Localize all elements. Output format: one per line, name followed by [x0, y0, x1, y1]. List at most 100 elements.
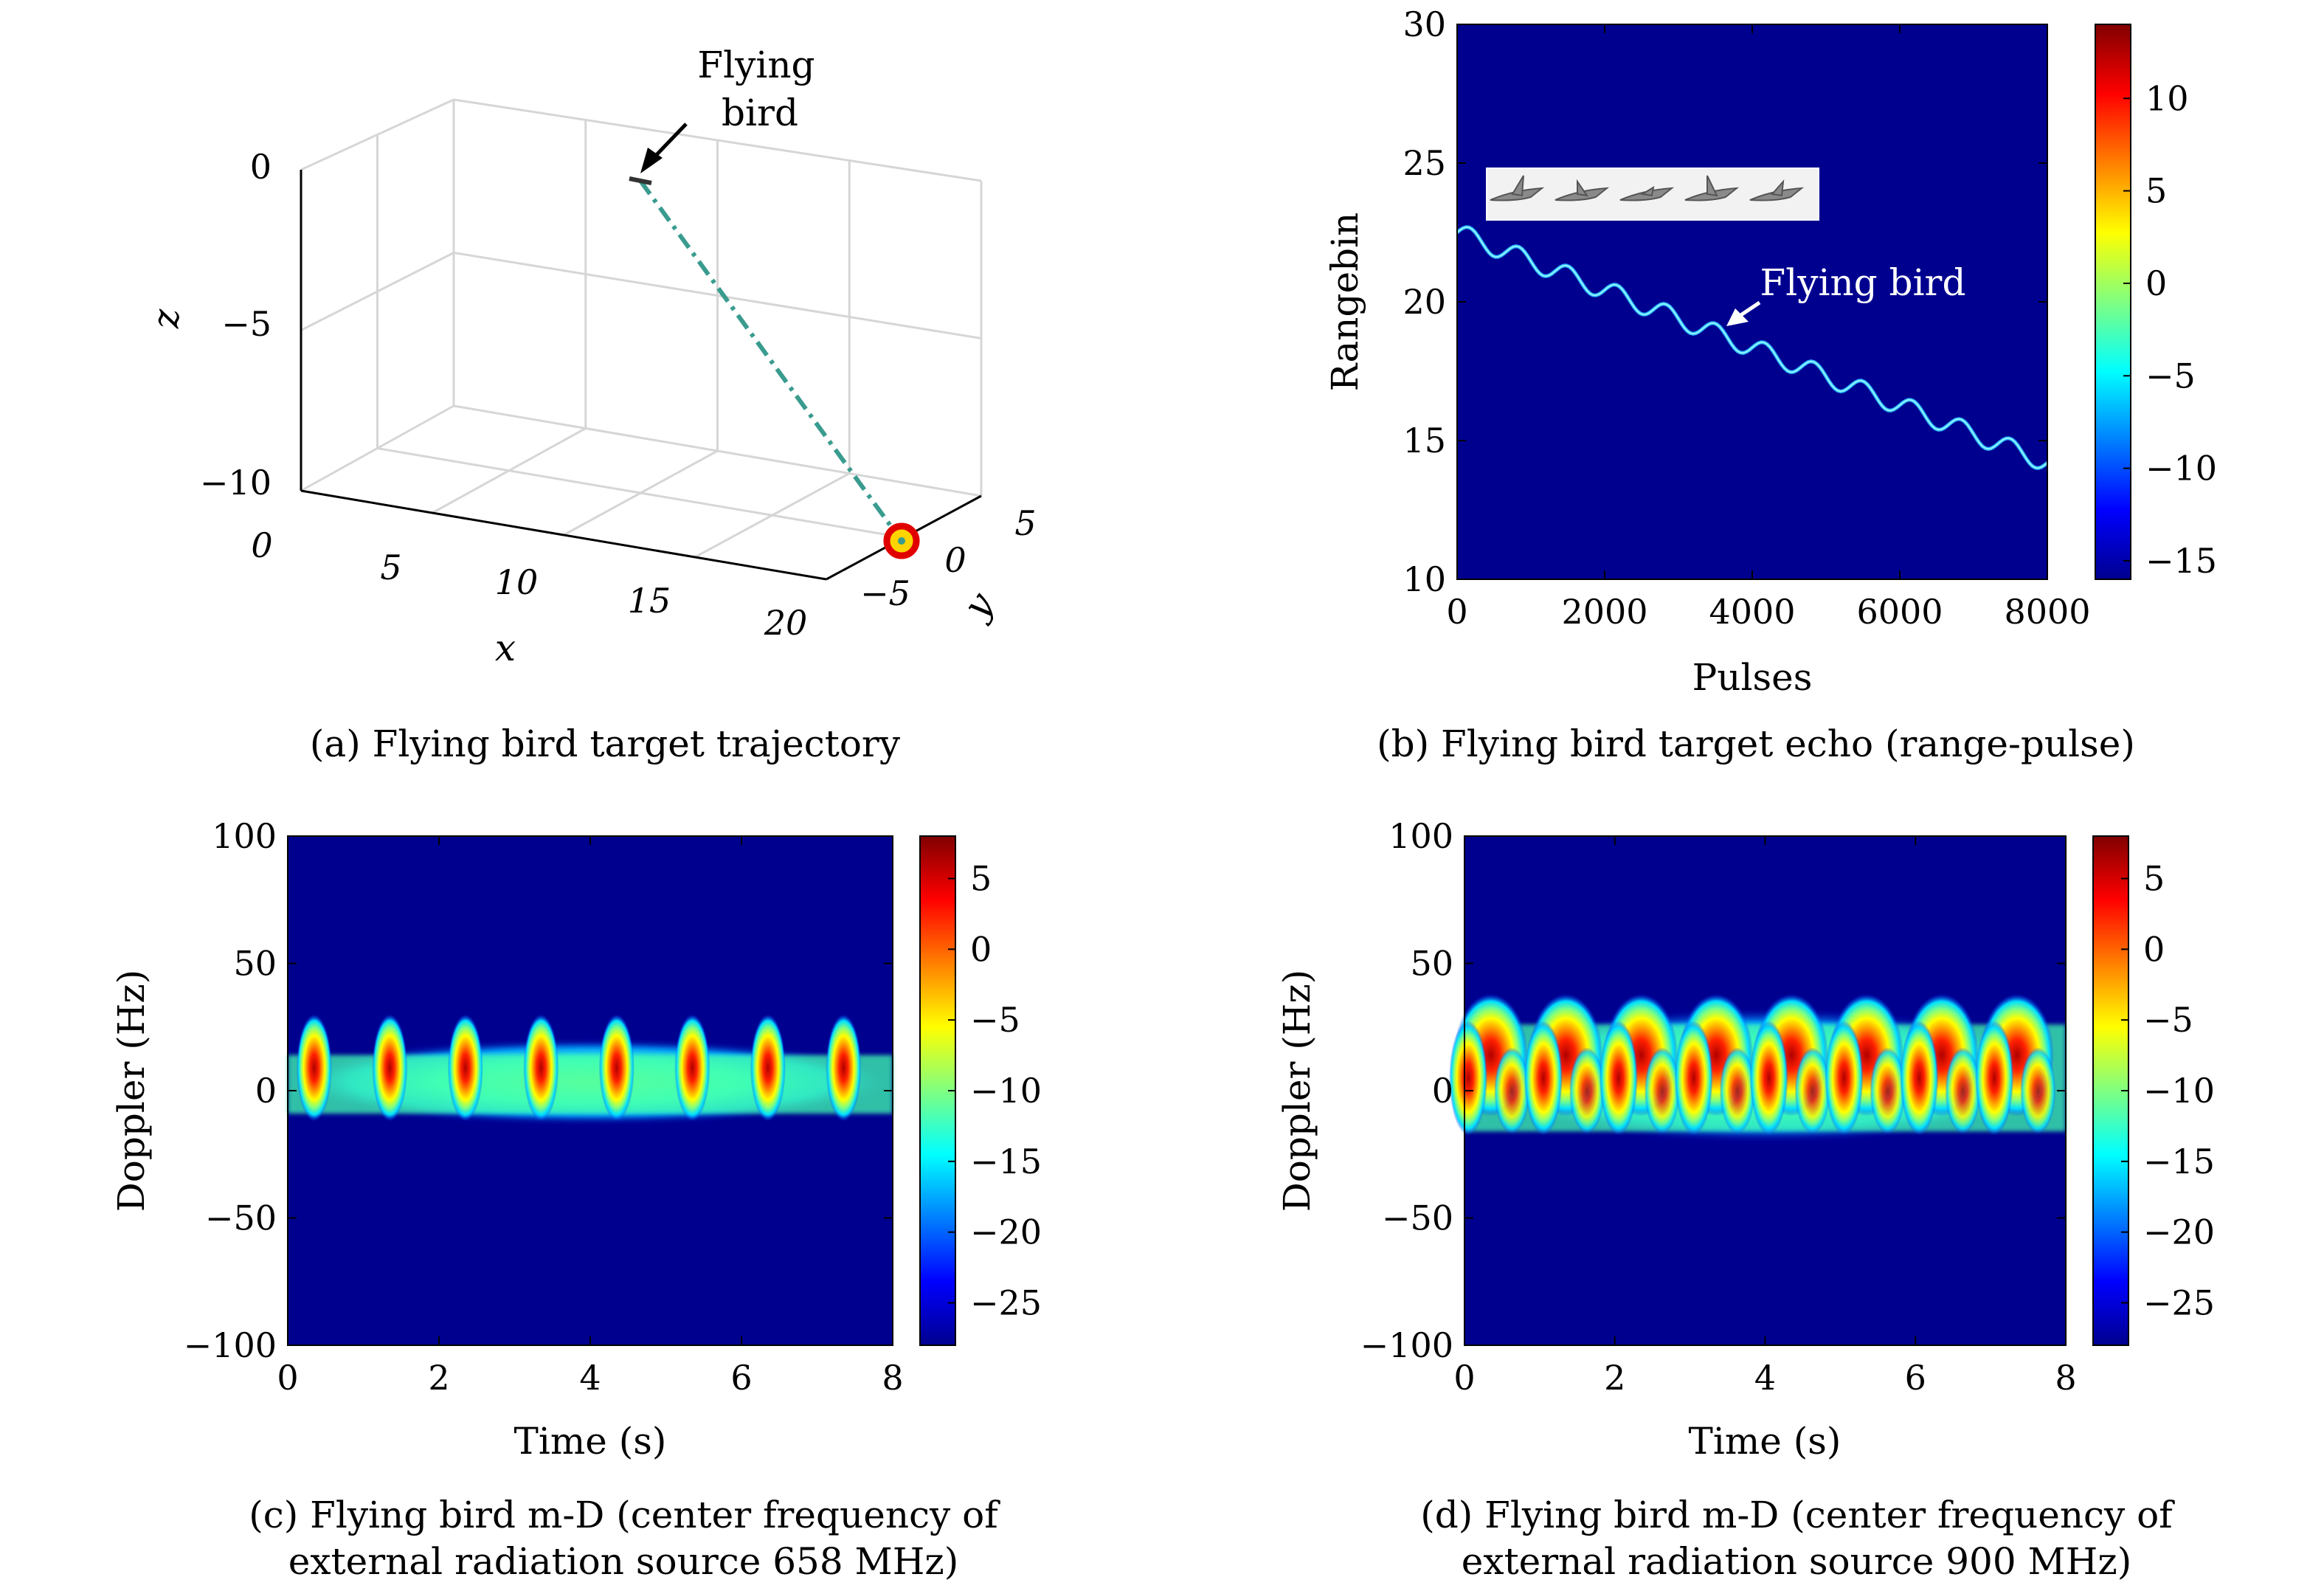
- d-spectrogram: [1449, 993, 2066, 1142]
- y-tick-label: 0: [255, 1071, 277, 1111]
- bird-wing: [1640, 186, 1655, 197]
- a-z-tick-label: 0: [250, 147, 272, 187]
- micro-doppler-side-peak: [1674, 1021, 1713, 1136]
- d-caption-line2: external radiation source 900 MHz): [1462, 1540, 2131, 1583]
- micro-doppler-side-peak: [1599, 1021, 1638, 1136]
- b-colorbar-ticks: 10 5 0 −5 −10 −15: [2123, 78, 2217, 581]
- y-tick-label: −100: [184, 1325, 277, 1365]
- y-tick-label: 0: [1432, 1071, 1453, 1111]
- colorbar-tick-label: −10: [2145, 449, 2217, 489]
- b-annotation-arrowhead: [1726, 308, 1749, 326]
- micro-doppler-side-peak: [1719, 1047, 1755, 1134]
- x-tick-label: 2000: [1561, 592, 1647, 632]
- b-colorbar: [2095, 24, 2131, 580]
- d-colorbar-ticks: 5 0 −5 −10 −15 −20 −25: [2121, 859, 2215, 1323]
- micro-doppler-peak: [674, 1014, 710, 1122]
- micro-doppler-peak: [296, 1014, 332, 1122]
- a-x-label: x: [495, 627, 516, 669]
- colorbar-tick-label: 0: [970, 929, 992, 969]
- c-x-label: Time (s): [514, 1420, 667, 1463]
- y-tick-label: −50: [205, 1198, 277, 1238]
- b-annotation: Flying bird: [1726, 261, 1965, 326]
- a-x-tick-label: 5: [380, 548, 401, 587]
- a-y-tick-label: 5: [1014, 503, 1036, 543]
- a-x-tick-label: 20: [764, 603, 808, 643]
- a-3d-box: [300, 98, 983, 559]
- a-z-label: z: [145, 308, 187, 329]
- colorbar-tick-label: −15: [2145, 541, 2217, 581]
- micro-doppler-side-peak: [2020, 1047, 2056, 1134]
- x-tick-label: 6: [730, 1358, 752, 1398]
- a-3d-axes: [300, 170, 982, 581]
- micro-doppler-side-peak: [1569, 1047, 1605, 1134]
- colorbar-tick-label: 5: [2145, 171, 2167, 211]
- micro-doppler-side-peak: [1975, 1021, 2014, 1136]
- micro-doppler-peak: [598, 1014, 634, 1122]
- colorbar-tick-label: 0: [2143, 929, 2165, 969]
- micro-doppler-side-peak: [1524, 1021, 1563, 1136]
- x-tick-label: 2: [1604, 1358, 1625, 1398]
- micro-doppler-side-peak: [1945, 1047, 1981, 1134]
- y-tick-label: 100: [1388, 816, 1453, 856]
- a-caption: (a) Flying bird target trajectory: [310, 722, 901, 765]
- micro-doppler-side-peak: [1794, 1047, 1830, 1134]
- a-annotation-line2: bird: [722, 92, 798, 134]
- bird-wing: [1771, 179, 1785, 197]
- micro-doppler-side-peak: [1449, 1021, 1488, 1136]
- micro-doppler-peak: [372, 1014, 408, 1122]
- c-spectrogram: [288, 1014, 893, 1124]
- y-tick-label: 10: [1403, 559, 1446, 599]
- b-caption: (b) Flying bird target echo (range-pulse…: [1377, 722, 2135, 765]
- colorbar-tick-label: −20: [970, 1212, 1042, 1252]
- a-annotation-line1: Flying: [697, 44, 815, 86]
- colorbar-tick-label: 10: [2145, 78, 2189, 118]
- a-bird-marker: [629, 176, 652, 185]
- colorbar-tick-label: −20: [2143, 1212, 2215, 1252]
- a-radar-center: [898, 537, 905, 545]
- a-annotation-arrowhead: [640, 148, 663, 173]
- colorbar-tick-label: 5: [2143, 859, 2165, 899]
- d-x-label: Time (s): [1689, 1420, 1841, 1463]
- colorbar-tick-label: −15: [970, 1142, 1042, 1181]
- a-tick-labels: 0 5 10 15 20 −5 0 5 0 −5 −10: [200, 147, 1037, 643]
- y-tick-label: 50: [1410, 944, 1453, 984]
- y-tick-label: 25: [1403, 143, 1446, 183]
- a-y-tick-label: −5: [860, 573, 910, 613]
- x-tick-label: 6: [1905, 1358, 1926, 1398]
- colorbar-tick-label: −10: [2143, 1071, 2215, 1111]
- y-tick-label: −100: [1360, 1325, 1453, 1365]
- c-y-label: Doppler (Hz): [110, 970, 153, 1212]
- c-caption-line1: (c) Flying bird m-D (center frequency of: [249, 1494, 1000, 1536]
- x-tick-label: 0: [277, 1358, 298, 1398]
- b-axes: 0 2000 4000 6000 8000 10 15 20 25 30: [1403, 4, 2090, 632]
- colorbar-tick-label: −25: [970, 1283, 1042, 1323]
- a-x-tick-label: 15: [628, 581, 671, 621]
- a-x-tick-label: 10: [495, 562, 539, 602]
- colorbar-tick-label: −25: [2143, 1283, 2215, 1323]
- bird-wing: [1706, 175, 1718, 197]
- c-axes: 0 2 4 6 8 100 50 0 −50 −100: [184, 816, 904, 1398]
- micro-doppler-peak: [826, 1014, 862, 1122]
- y-tick-label: 20: [1403, 282, 1446, 322]
- y-tick-label: 15: [1403, 421, 1446, 460]
- b-annotation-text: Flying bird: [1760, 261, 1966, 304]
- micro-doppler-side-peak: [1825, 1021, 1864, 1136]
- panel-a: Flying bird 0 5 10 15 20 −5 0 5 0 −5 −10 x y z (a)…: [145, 44, 1037, 765]
- bird-wing: [1511, 175, 1524, 197]
- a-y-tick-label: 0: [944, 540, 966, 580]
- colorbar-tick-label: −5: [970, 1000, 1020, 1040]
- b-echo-track-core: [1456, 226, 2048, 469]
- colorbar-tick-label: −5: [2145, 356, 2196, 396]
- micro-doppler-peak: [523, 1014, 559, 1122]
- colorbar-tick-label: −15: [2143, 1142, 2215, 1181]
- colorbar-tick-label: 0: [2145, 263, 2167, 303]
- a-trajectory-line: [638, 179, 904, 542]
- micro-doppler-side-peak: [1900, 1021, 1939, 1136]
- colorbar-tick-label: −5: [2143, 1000, 2193, 1040]
- panel-b: Flying bird 0 2000 4000 6000 80001015202530 …: [1324, 4, 2217, 765]
- colorbar-tick-label: −10: [970, 1071, 1042, 1111]
- micro-doppler-side-peak: [1494, 1047, 1530, 1134]
